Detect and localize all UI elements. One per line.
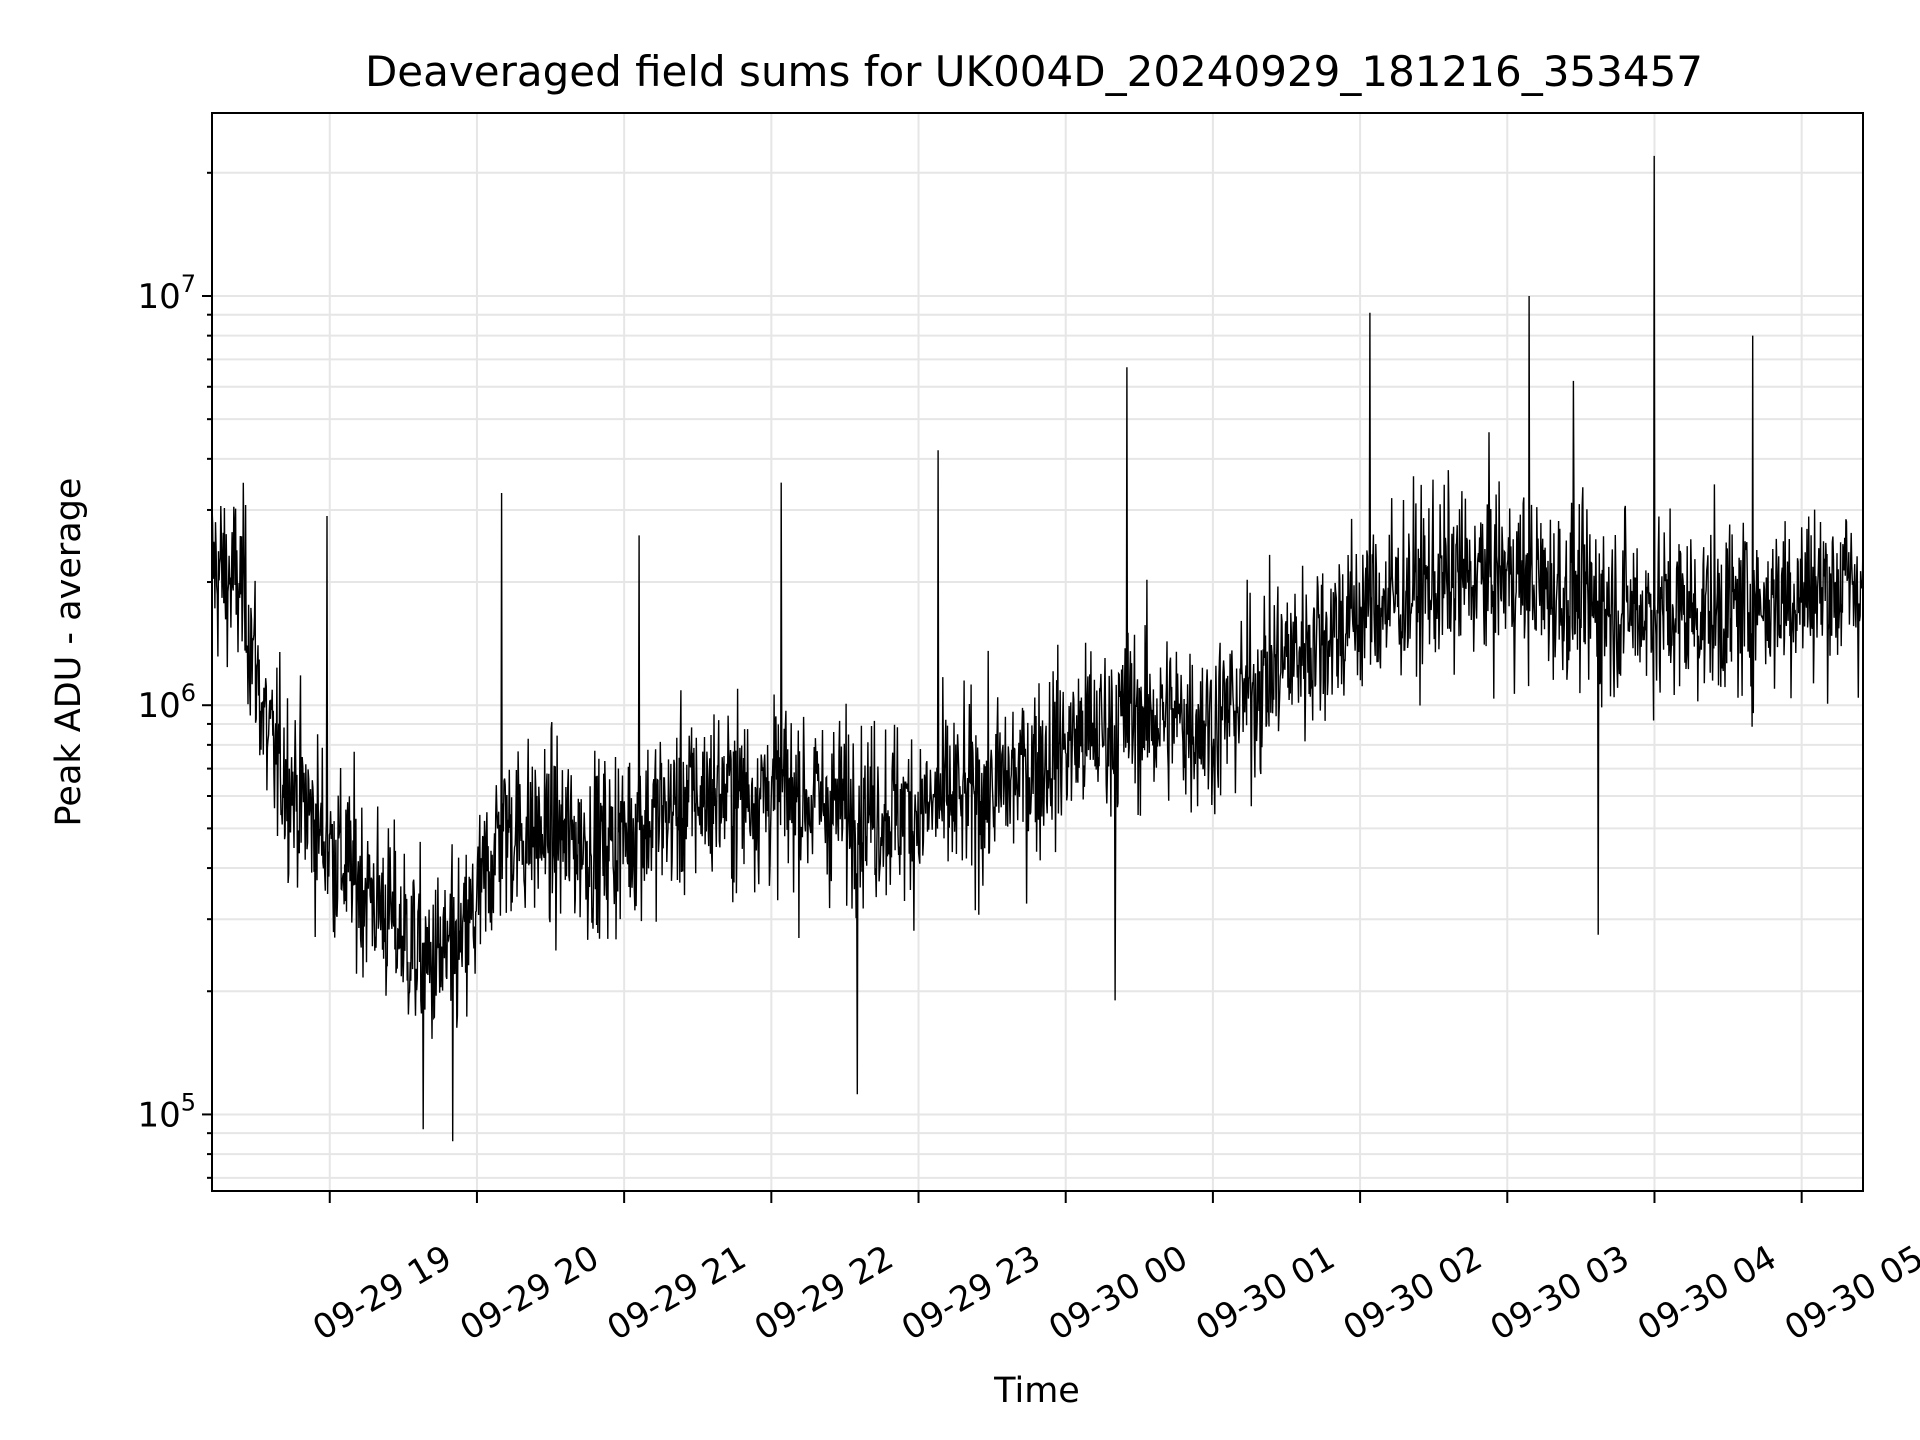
y-axis: 105 106 107 bbox=[137, 171, 212, 1179]
y-tick-label: 106 bbox=[137, 679, 196, 726]
y-axis-label: Peak ADU - average bbox=[49, 478, 89, 827]
series-line-group bbox=[211, 155, 1864, 1142]
plot-frame bbox=[211, 112, 1864, 1192]
y-tick-label: 107 bbox=[137, 270, 196, 317]
series-line bbox=[211, 155, 1864, 1142]
chart-title: Deaveraged field sums for UK004D_2024092… bbox=[365, 47, 1703, 96]
y-tick-label: 105 bbox=[137, 1088, 196, 1135]
x-axis-label: Time bbox=[993, 1371, 1080, 1411]
